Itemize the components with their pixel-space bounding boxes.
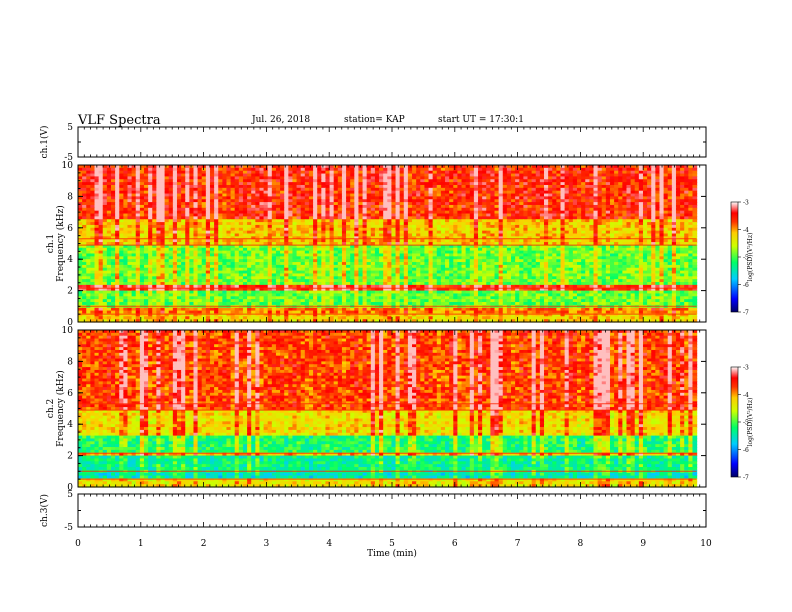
x-tick-label: 6 bbox=[452, 539, 458, 549]
ch1-spectrogram-ytick-label: 10 bbox=[62, 161, 74, 171]
x-tick-label: 10 bbox=[700, 539, 712, 549]
date-label: Jul. 26, 2018 bbox=[252, 115, 311, 125]
ch1-spectrogram-colorbar-tick-label: -6 bbox=[743, 282, 749, 289]
x-tick-label: 2 bbox=[201, 539, 207, 549]
ch1-spectrogram-ytick-label: 4 bbox=[67, 255, 73, 265]
ch1-spectrogram-colorbar-tick-label: -5 bbox=[743, 255, 749, 262]
ch2-spectrogram-ytick-label: 6 bbox=[67, 389, 73, 399]
ch2-spectrogram-colorbar-tick-label: -7 bbox=[743, 475, 749, 482]
x-tick-label: 4 bbox=[326, 539, 332, 549]
ch1-waveform-ytick-label: -5 bbox=[64, 153, 73, 163]
ch1-spectrogram-ytick-label: 8 bbox=[67, 192, 73, 202]
ch1-spectrogram-colorbar-tick-label: -3 bbox=[743, 200, 749, 207]
x-tick-label: 3 bbox=[264, 539, 270, 549]
x-axis-label: Time (min) bbox=[367, 548, 417, 559]
ch1-spectrogram-cells bbox=[78, 165, 698, 323]
ch1-spectrogram-colorbar-tick-label: -4 bbox=[743, 227, 749, 234]
ch1-waveform-ytick-label: 5 bbox=[67, 123, 73, 133]
ch2-spectrogram-ytick-label: 0 bbox=[67, 483, 73, 493]
ch2-spectrogram-ytick-label: 10 bbox=[62, 326, 74, 336]
station-label: station= KAP bbox=[344, 115, 405, 125]
ch3-waveform-ytick-label: 5 bbox=[67, 490, 73, 500]
ch2-spectrogram-ytick-label: 2 bbox=[67, 452, 73, 462]
figure-title: VLF Spectra bbox=[78, 113, 161, 128]
ch1-spectrogram-ytick-label: 6 bbox=[67, 224, 73, 234]
x-tick-label: 8 bbox=[578, 539, 584, 549]
ch2-spectrogram-ytick-label: 8 bbox=[67, 357, 73, 367]
ch2-spectrogram-ylabel-freq: Frequency (kHz) bbox=[55, 370, 66, 447]
ch1-spectrogram-ylabel-freq: Frequency (kHz) bbox=[55, 205, 66, 282]
x-tick-label: 0 bbox=[75, 539, 81, 549]
ch2-spectrogram-ytick-label: 4 bbox=[67, 420, 73, 430]
ch1-spectrogram-colorbar-label: log(PSD)(V²/Hz) bbox=[747, 233, 754, 282]
ch2-spectrogram-colorbar bbox=[730, 366, 739, 478]
ch1-spectrogram-ylabel-channel: ch.1 bbox=[46, 234, 56, 253]
ch2-spectrogram-colorbar-tick-label: -6 bbox=[743, 447, 749, 454]
ch1-spectrogram-colorbar bbox=[730, 201, 739, 313]
ch3-waveform-ylabel: ch.3(V) bbox=[39, 494, 50, 527]
ch2-spectrogram-colorbar-tick-label: -4 bbox=[743, 392, 749, 399]
ch2-spectrogram-cells bbox=[78, 330, 698, 488]
ch1-spectrogram-colorbar-tick-label: -7 bbox=[743, 310, 749, 317]
x-tick-label: 9 bbox=[640, 539, 646, 549]
ch3-waveform-ytick-label: -5 bbox=[64, 523, 73, 533]
ch1-spectrogram-ytick-label: 2 bbox=[67, 287, 73, 297]
start-time-label: start UT = 17:30:1 bbox=[438, 115, 524, 125]
ch2-spectrogram-colorbar-label: log(PSD)(V²/Hz) bbox=[747, 398, 754, 447]
ch2-spectrogram-colorbar-tick-label: -3 bbox=[743, 365, 749, 372]
x-tick-label: 1 bbox=[138, 539, 144, 549]
ch1-spectrogram-ytick-label: 0 bbox=[67, 318, 73, 328]
ch1-waveform-ylabel: ch.1(V) bbox=[39, 126, 50, 159]
x-tick-label: 5 bbox=[389, 539, 395, 549]
ch2-spectrogram-ylabel-channel: ch.2 bbox=[46, 399, 56, 418]
ch2-spectrogram-colorbar-tick-label: -5 bbox=[743, 420, 749, 427]
x-tick-label: 7 bbox=[515, 539, 521, 549]
